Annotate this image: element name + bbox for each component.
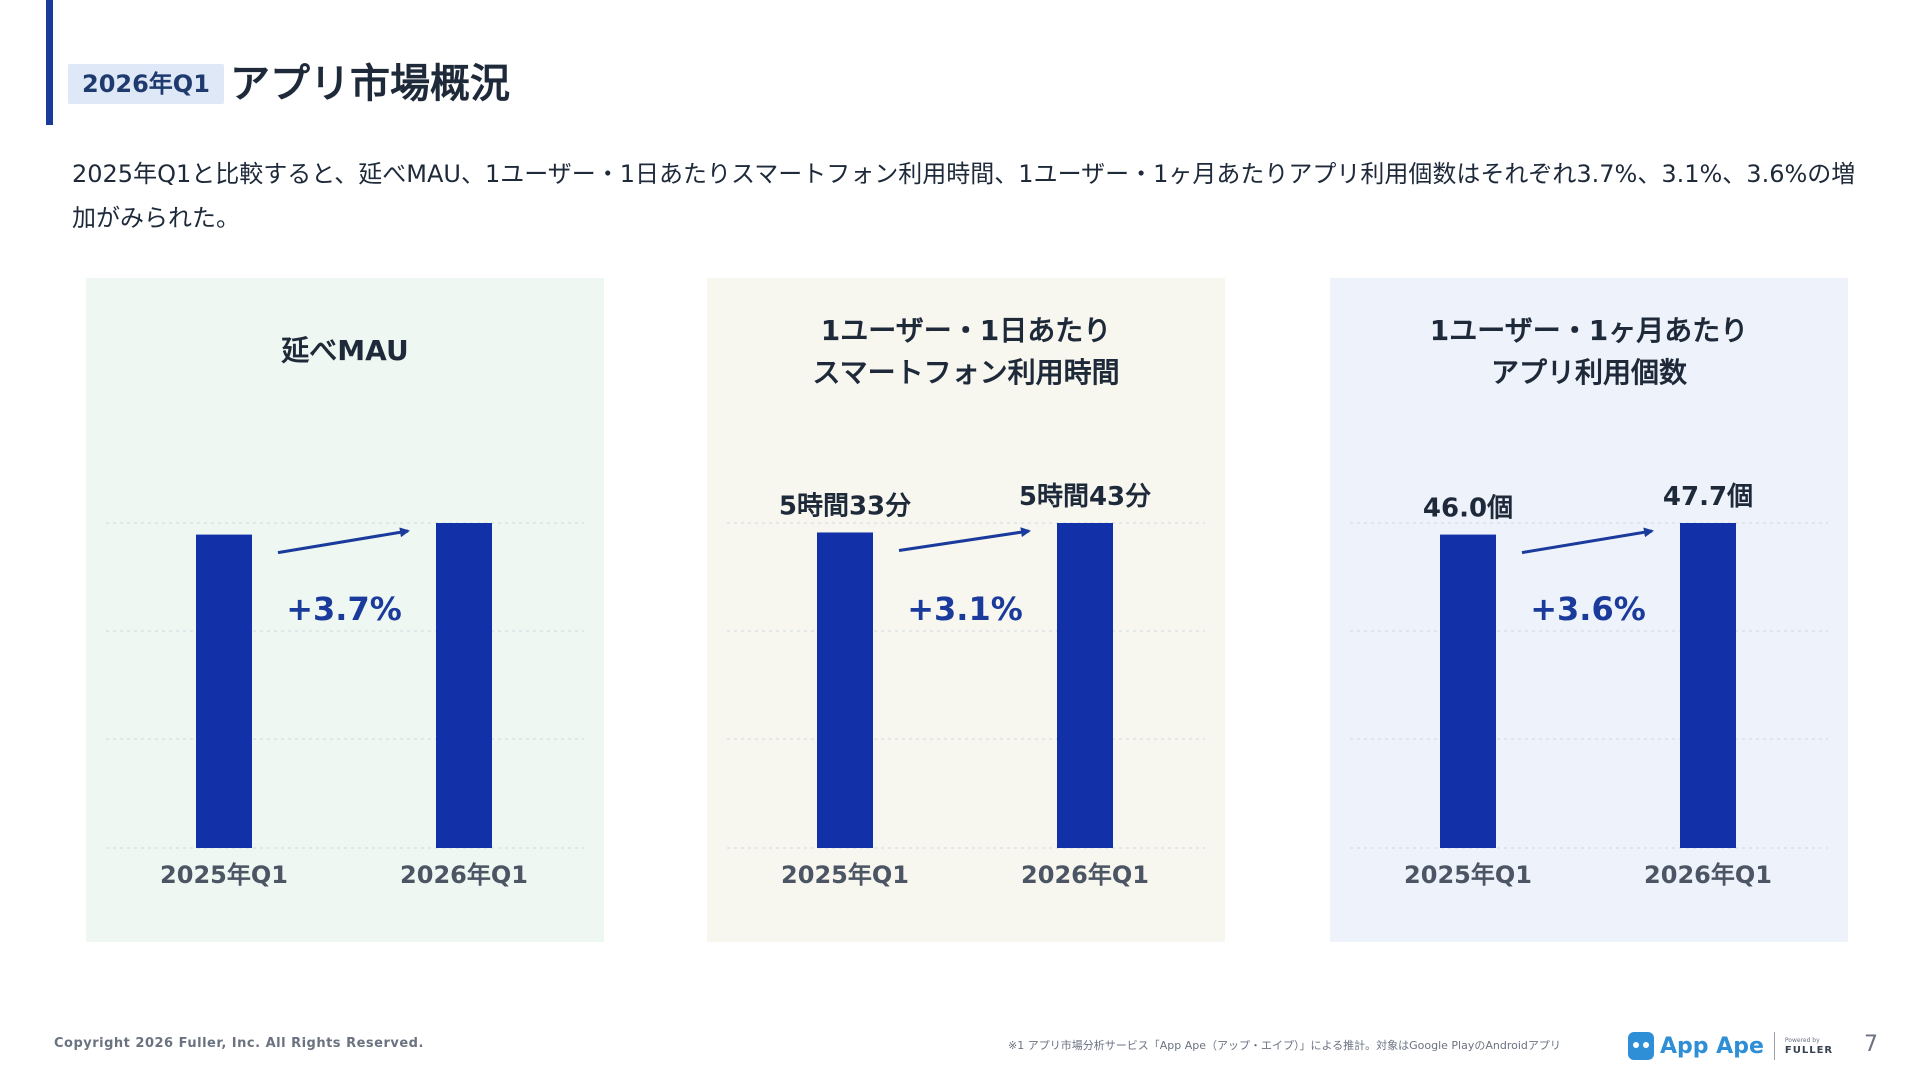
chart-title-app-count: 1ユーザー・1ヶ月あたり アプリ利用個数 <box>1330 310 1848 394</box>
category-label: 2026年Q1 <box>1021 861 1149 889</box>
powered-by-label: Powered by <box>1784 1037 1820 1044</box>
change-label: +3.7% <box>286 590 402 628</box>
chart-usage-time: 2025年Q1 5時間33分 2026年Q1 5時間43分 +3.1% <box>727 482 1205 889</box>
app-ape-logo: App Ape Powered by FULLER <box>1628 1028 1833 1064</box>
chart-panel-usage-time: 1ユーザー・1日あたり スマートフォン利用時間 2025年Q1 5時間33分 202… <box>707 278 1225 942</box>
category-label: 2026年Q1 <box>400 861 528 889</box>
bar <box>1680 523 1736 848</box>
chart-title-line: 1ユーザー・1日あたり <box>820 314 1112 347</box>
chart-title-line: 1ユーザー・1ヶ月あたり <box>1429 314 1749 347</box>
fuller-logo-text: FULLER <box>1784 1045 1834 1056</box>
bar <box>436 523 492 848</box>
category-label: 2025年Q1 <box>1404 861 1532 889</box>
chart-title-mau: 延べMAU <box>86 330 604 372</box>
bar <box>196 534 252 848</box>
chart-app-count: 2025年Q1 46.0個 2026年Q1 47.7個 +3.6% <box>1350 482 1828 889</box>
growth-arrow <box>277 527 410 555</box>
change-label: +3.6% <box>1530 590 1646 628</box>
ape-face-icon <box>1628 1032 1654 1060</box>
powered-by-block: Powered by FULLER <box>1785 1036 1833 1056</box>
summary-text: 2025年Q1と比較すると、延べMAU、1ユーザー・1日あたりスマートフォン利用… <box>72 160 1856 232</box>
value-label: 46.0個 <box>1423 494 1513 524</box>
chart-title-line: スマートフォン利用時間 <box>812 356 1120 389</box>
growth-arrow <box>1521 527 1654 555</box>
chart-panel-app-count: 1ユーザー・1ヶ月あたり アプリ利用個数 2025年Q1 46.0個 2026年Q1… <box>1330 278 1848 942</box>
page-number: 7 <box>1864 1032 1878 1057</box>
header-accent-bar <box>46 0 53 125</box>
bar <box>817 532 873 848</box>
copyright-text: Copyright 2026 Fuller, Inc. All Rights R… <box>54 1036 424 1051</box>
page-title: アプリ市場概況 <box>230 61 510 107</box>
logo-divider <box>1773 1032 1775 1060</box>
bar <box>1057 523 1113 848</box>
category-label: 2025年Q1 <box>781 861 909 889</box>
bar <box>1440 534 1496 848</box>
value-label: 5時間43分 <box>1019 482 1151 512</box>
value-label: 5時間33分 <box>779 491 911 521</box>
source-note: ※1 アプリ市場分析サービス「App Ape（アップ・エイプ）」による推計。対象… <box>1008 1039 1561 1052</box>
chart-title-usage-time: 1ユーザー・1日あたり スマートフォン利用時間 <box>707 310 1225 394</box>
chart-title-line: アプリ利用個数 <box>1490 356 1687 389</box>
category-label: 2026年Q1 <box>1644 861 1772 889</box>
chart-title-line: 延べMAU <box>281 334 409 367</box>
logo-text: App Ape <box>1660 1033 1764 1059</box>
growth-arrow <box>898 527 1031 552</box>
value-label: 47.7個 <box>1663 482 1753 512</box>
chart-panel-mau: 延べMAU 2025年Q1 2026年Q1 +3.7% <box>86 278 604 942</box>
category-label: 2025年Q1 <box>160 861 288 889</box>
period-badge: 2026年Q1 <box>68 64 224 104</box>
chart-mau: 2025年Q1 2026年Q1 +3.7% <box>106 522 584 889</box>
change-label: +3.1% <box>907 590 1023 628</box>
